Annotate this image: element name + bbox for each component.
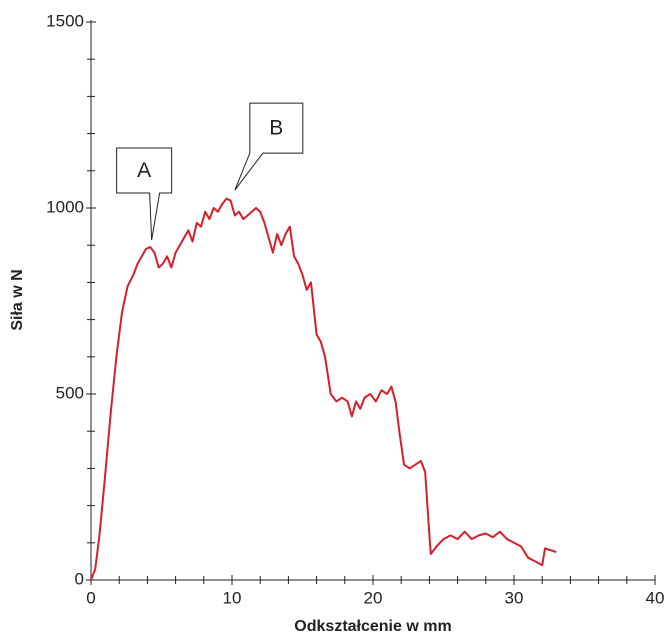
callout xyxy=(234,102,304,191)
y-tick-label: 0 xyxy=(75,569,84,588)
callout xyxy=(116,147,173,241)
x-tick-label: 20 xyxy=(364,588,383,607)
data-line xyxy=(90,197,557,581)
x-tick-label: 0 xyxy=(86,588,95,607)
x-tick-label: 40 xyxy=(646,588,665,607)
x-axis-title: Odkształcenie w mm xyxy=(294,618,451,635)
y-tick-label: 1500 xyxy=(46,11,84,30)
y-tick-label: 1000 xyxy=(46,197,84,216)
x-tick-label: 10 xyxy=(223,588,242,607)
y-tick-label: 500 xyxy=(56,383,84,402)
annotation: B xyxy=(269,117,283,140)
y-axis-title: Siła w N xyxy=(9,269,26,330)
x-tick-label: 30 xyxy=(505,588,524,607)
annotation: A xyxy=(137,159,151,182)
